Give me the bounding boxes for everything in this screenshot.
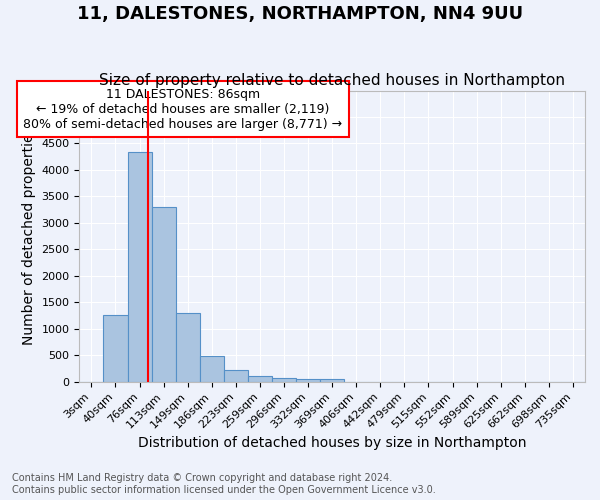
Bar <box>272 378 296 382</box>
Text: 11 DALESTONES: 86sqm
← 19% of detached houses are smaller (2,119)
80% of semi-de: 11 DALESTONES: 86sqm ← 19% of detached h… <box>23 88 343 130</box>
Text: 11, DALESTONES, NORTHAMPTON, NN4 9UU: 11, DALESTONES, NORTHAMPTON, NN4 9UU <box>77 5 523 23</box>
Bar <box>152 207 176 382</box>
Bar <box>128 152 152 382</box>
Title: Size of property relative to detached houses in Northampton: Size of property relative to detached ho… <box>99 73 565 88</box>
X-axis label: Distribution of detached houses by size in Northampton: Distribution of detached houses by size … <box>138 436 526 450</box>
Bar <box>320 378 344 382</box>
Bar <box>103 314 128 382</box>
Bar <box>200 356 224 382</box>
Bar <box>224 370 248 382</box>
Bar <box>296 378 320 382</box>
Bar <box>248 376 272 382</box>
Text: Contains HM Land Registry data © Crown copyright and database right 2024.
Contai: Contains HM Land Registry data © Crown c… <box>12 474 436 495</box>
Bar <box>176 314 200 382</box>
Y-axis label: Number of detached properties: Number of detached properties <box>22 127 36 346</box>
